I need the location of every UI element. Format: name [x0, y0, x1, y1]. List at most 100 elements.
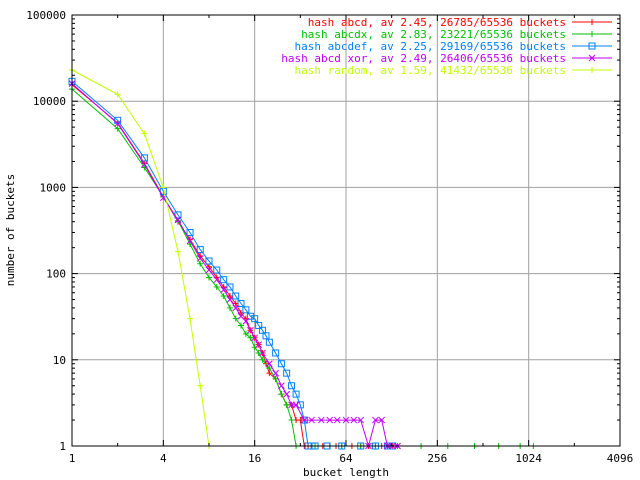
data-point: [196, 246, 204, 254]
data-point: [292, 390, 300, 398]
y-axis-label: number of buckets: [4, 174, 17, 287]
data-point: [246, 312, 254, 320]
x-tick-label: 4096: [607, 452, 634, 465]
data-point: [205, 257, 213, 265]
data-point: [259, 356, 266, 363]
data-point: [297, 417, 304, 424]
data-point: [226, 283, 234, 291]
data-point: [283, 401, 290, 408]
data-point: [186, 228, 194, 236]
data-point: [247, 334, 254, 341]
data-point: [251, 334, 259, 342]
data-point: [266, 365, 273, 372]
data-point: [175, 248, 182, 255]
data-point: [196, 255, 204, 262]
data-point: [350, 416, 358, 424]
data-point: [114, 91, 121, 98]
x-tick-label: 16: [248, 452, 261, 465]
data-point: [589, 19, 595, 25]
x-axis-label: bucket length: [303, 466, 389, 479]
data-point: [588, 54, 596, 62]
data-point: [226, 304, 233, 311]
data-point: [277, 360, 285, 368]
data-point: [255, 321, 263, 329]
data-point: [242, 306, 250, 314]
legend-label: hash random, av 1.59, 41432/65536 bucket…: [294, 64, 566, 77]
y-tick-label: 10000: [33, 95, 66, 108]
data-point: [255, 341, 263, 348]
data-point: [588, 42, 596, 50]
data-point: [242, 317, 250, 325]
data-point: [255, 349, 262, 356]
data-point: [213, 266, 221, 274]
data-point: [174, 216, 182, 224]
data-point: [272, 369, 280, 377]
data-point: [232, 292, 240, 300]
data-point: [220, 286, 228, 294]
data-point: [187, 315, 194, 322]
data-point: [288, 382, 296, 390]
data-point: [197, 382, 204, 389]
data-point: [333, 416, 341, 424]
data-point: [265, 338, 273, 346]
data-point: [114, 125, 121, 132]
legend-label: hash abcd, av 2.45, 26785/65536 buckets: [308, 16, 566, 29]
data-point: [378, 416, 386, 424]
y-tick-label: 10: [53, 354, 66, 367]
data-point: [232, 315, 239, 322]
data-point: [308, 416, 316, 424]
ticks: 1 4 16 64 256 1024 4096 1 10 100 1000 10000 100000: [26, 9, 633, 465]
data-point: [258, 326, 266, 334]
data-point: [140, 154, 148, 162]
data-point: [226, 296, 234, 303]
data-point: [141, 130, 148, 137]
data-point: [278, 382, 285, 390]
data-point: [220, 276, 228, 284]
y-tick-label: 100000: [26, 9, 66, 22]
y-tick-label: 1000: [40, 181, 67, 194]
x-tick-label: 4: [160, 452, 167, 465]
data-point: [283, 390, 291, 398]
series-line: [71, 69, 210, 447]
data-point: [206, 274, 212, 281]
data-point: [242, 330, 249, 337]
x-tick-label: 1024: [515, 452, 542, 465]
data-point: [141, 161, 148, 168]
legend-label: hash abcd xor, av 2.49, 26406/65536 buck…: [281, 52, 566, 65]
data-point: [296, 401, 304, 409]
data-point: [197, 260, 204, 267]
legend-label: hash abcdef, av 2.25, 29169/65536 bucket…: [294, 40, 566, 53]
data-point: [278, 391, 285, 398]
data-point: [114, 120, 122, 127]
data-point: [326, 416, 334, 424]
data-point: [300, 416, 308, 424]
data-point: [342, 416, 350, 424]
data-point: [205, 266, 213, 274]
data-point: [589, 67, 595, 73]
data-point: [160, 184, 167, 191]
y-tick-label: 100: [46, 268, 66, 281]
data-point: [259, 349, 266, 357]
legend-label: hash abcdx, av 2.83, 23221/65536 buckets: [301, 28, 566, 41]
data-point: [317, 416, 325, 424]
data-point: [357, 416, 365, 424]
y-tick-label: 1: [59, 440, 66, 453]
data-point: [272, 375, 279, 382]
x-tick-label: 64: [339, 452, 353, 465]
series-4: [68, 80, 401, 450]
data-point: [232, 304, 240, 312]
data-point: [266, 360, 273, 368]
data-point: [213, 276, 221, 284]
x-tick-label: 1: [69, 452, 76, 465]
x-tick-label: 256: [427, 452, 447, 465]
data-point: [186, 237, 194, 245]
legend: hash abcd, av 2.45, 26785/65536 bucketsh…: [281, 16, 612, 77]
data-point: [247, 326, 254, 334]
data-point: [237, 299, 245, 307]
data-point: [237, 322, 244, 329]
data-point: [372, 416, 379, 424]
data-point: [288, 417, 295, 424]
data-point: [589, 31, 595, 37]
